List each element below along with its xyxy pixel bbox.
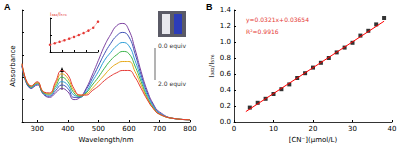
- svg-text:Wavelength/nm: Wavelength/nm: [78, 136, 133, 144]
- svg-text:0.6: 0.6: [220, 70, 232, 78]
- svg-text:300: 300: [31, 125, 44, 133]
- svg-text:0.2: 0.2: [220, 102, 231, 110]
- svg-text:I₃₈₂/I₅₇₆: I₃₈₂/I₅₇₆: [50, 11, 67, 17]
- svg-text:0.0 equiv: 0.0 equiv: [158, 42, 186, 50]
- svg-text:0.8: 0.8: [220, 54, 231, 62]
- svg-text:1.0: 1.0: [220, 38, 231, 46]
- svg-text:0: 0: [232, 125, 236, 133]
- svg-text:400: 400: [61, 125, 74, 133]
- svg-text:B: B: [206, 2, 213, 12]
- svg-text:0.4: 0.4: [220, 86, 232, 94]
- svg-text:1.2: 1.2: [220, 22, 231, 30]
- svg-text:y=0.0321x+0.03654: y=0.0321x+0.03654: [246, 16, 309, 24]
- svg-text:R²=0.9916: R²=0.9916: [246, 28, 279, 35]
- svg-text:40: 40: [388, 125, 397, 133]
- svg-text:1.4: 1.4: [220, 6, 232, 14]
- svg-text:30: 30: [348, 125, 357, 133]
- svg-text:800: 800: [183, 125, 196, 133]
- svg-text:500: 500: [92, 125, 105, 133]
- svg-text:700: 700: [153, 125, 166, 133]
- svg-text:600: 600: [122, 125, 135, 133]
- svg-text:[CN⁻](μmol/L): [CN⁻](μmol/L): [289, 136, 338, 144]
- svg-text:I₃₈₂/I₅₇₆: I₃₈₂/I₅₇₆: [208, 54, 216, 78]
- svg-text:Absorbance: Absorbance: [9, 45, 17, 86]
- svg-text:2.0 equiv: 2.0 equiv: [158, 80, 186, 88]
- svg-text:A: A: [4, 2, 11, 12]
- svg-text:20: 20: [309, 125, 318, 133]
- svg-text:10: 10: [269, 125, 278, 133]
- svg-text:0.0: 0.0: [220, 118, 231, 126]
